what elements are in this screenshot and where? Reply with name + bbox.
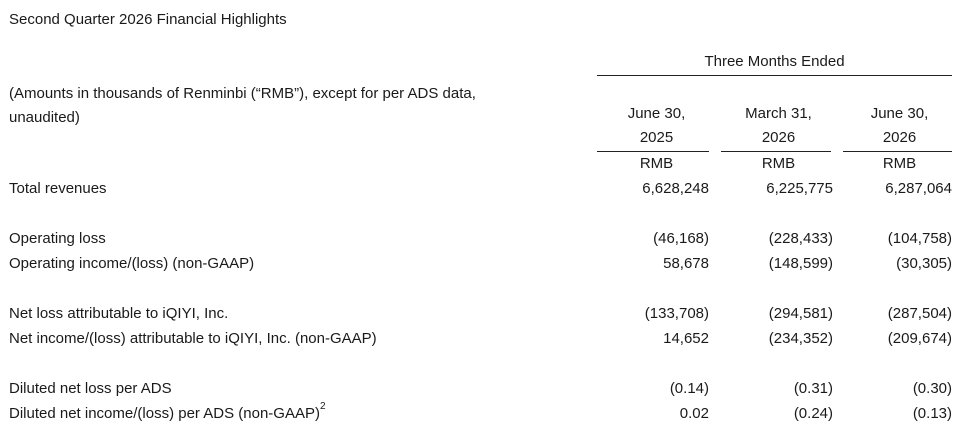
period-header-rule [597, 75, 952, 76]
row-label: Net income/(loss) attributable to iQIYI,… [9, 330, 377, 347]
row-value: (104,758) [887, 230, 952, 247]
column-date: March 31, [745, 105, 812, 122]
row-value: (287,504) [887, 305, 952, 322]
row-label: Diluted net income/(loss) per ADS (non-G… [9, 401, 326, 422]
period-header: Three Months Ended [704, 53, 845, 70]
footnote-marker: 2 [319, 401, 326, 412]
row-label: Total revenues [9, 180, 107, 197]
row-label: Operating income/(loss) (non-GAAP) [9, 255, 255, 272]
row-value: (0.31) [793, 380, 833, 397]
column-year: 2025 [639, 129, 674, 146]
row-value: 58,678 [663, 255, 709, 272]
currency-label-3: RMB [882, 155, 917, 172]
row-label-text: Diluted net income/(loss) per ADS (non-G… [9, 405, 320, 422]
column-header-3: June 30, 2026 [847, 102, 952, 150]
row-label: Diluted net loss per ADS [9, 380, 172, 397]
column-date: June 30, [870, 105, 929, 122]
amounts-note-line2: unaudited) [9, 109, 80, 126]
column-year: 2026 [761, 129, 796, 146]
row-value: (0.24) [793, 405, 833, 422]
column-year: 2026 [882, 129, 917, 146]
row-value: (0.30) [912, 380, 952, 397]
row-value: (209,674) [887, 330, 952, 347]
row-value: 0.02 [679, 405, 709, 422]
currency-label-1: RMB [639, 155, 674, 172]
row-label: Operating loss [9, 230, 106, 247]
row-label: Net loss attributable to iQIYI, Inc. [9, 305, 229, 322]
row-value: (46,168) [653, 230, 709, 247]
row-value: (0.14) [669, 380, 709, 397]
amounts-note-line1: (Amounts in thousands of Renminbi (“RMB”… [9, 85, 476, 102]
currency-label-2: RMB [761, 155, 796, 172]
row-value: (30,305) [896, 255, 952, 272]
page-title: Second Quarter 2026 Financial Highlights [9, 11, 287, 28]
row-value: (294,581) [768, 305, 833, 322]
column-rule-1 [597, 151, 709, 152]
column-rule-3 [843, 151, 952, 152]
row-value: (228,433) [768, 230, 833, 247]
row-value: 14,652 [663, 330, 709, 347]
row-value: 6,628,248 [642, 180, 709, 197]
row-value: (133,708) [644, 305, 709, 322]
row-value: (234,352) [768, 330, 833, 347]
row-value: 6,287,064 [885, 180, 952, 197]
row-value: (148,599) [768, 255, 833, 272]
row-value: (0.13) [912, 405, 952, 422]
amounts-note: (Amounts in thousands of Renminbi (“RMB”… [9, 82, 549, 130]
column-rule-2 [721, 151, 831, 152]
column-date: June 30, [627, 105, 686, 122]
row-value: 6,225,775 [766, 180, 833, 197]
column-header-2: March 31, 2026 [726, 102, 831, 150]
column-header-1: June 30, 2025 [604, 102, 709, 150]
